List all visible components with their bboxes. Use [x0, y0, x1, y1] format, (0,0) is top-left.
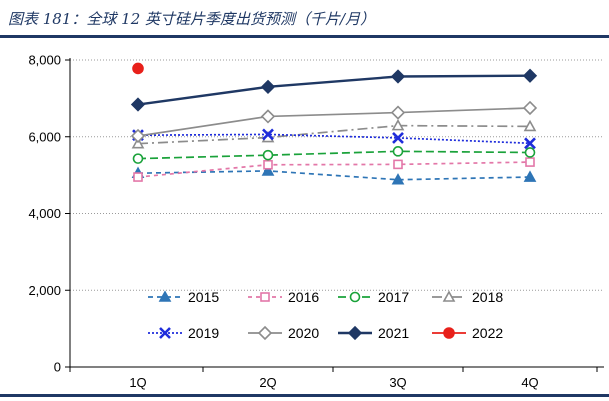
legend-marker	[159, 327, 171, 339]
legend-item-2021: 2021	[338, 325, 409, 341]
data-point-2022	[132, 62, 144, 75]
x-tick-label: 2Q	[259, 375, 276, 390]
series-line-2021	[137, 74, 531, 106]
data-point-2017	[524, 147, 536, 158]
data-point-2016	[263, 159, 273, 170]
legend-marker	[442, 290, 456, 302]
y-tick-label: 2,000	[28, 283, 61, 298]
series-line-2015	[137, 170, 531, 181]
series-2016	[133, 157, 535, 182]
legend-item-2017: 2017	[338, 289, 409, 305]
legend-marker	[158, 290, 172, 302]
data-point-2021	[260, 79, 276, 94]
data-point-2016	[393, 159, 403, 170]
legend-label: 2016	[288, 289, 319, 305]
y-tick-label: 0	[54, 360, 61, 375]
x-stroke	[392, 131, 404, 144]
legend-item-2022: 2022	[432, 325, 503, 341]
bottom-rule	[0, 394, 609, 397]
series-line-2019	[137, 133, 531, 145]
legend-label: 2020	[288, 325, 319, 341]
legend-marker	[349, 291, 361, 303]
legend-marker	[257, 325, 273, 341]
legend-marker	[347, 325, 363, 341]
data-point-2021	[522, 68, 538, 83]
data-point-2015	[261, 164, 275, 176]
data-point-2017	[132, 153, 144, 164]
data-point-2015	[523, 170, 537, 182]
series-2015	[131, 164, 537, 185]
series-line-2016	[137, 161, 531, 178]
x-tick-label: 1Q	[129, 375, 146, 390]
data-point-2017	[392, 146, 404, 157]
data-point-2021	[130, 97, 146, 112]
series-group	[130, 62, 538, 185]
legend-label: 2019	[188, 325, 219, 341]
x-tick-label: 3Q	[389, 375, 406, 390]
legend-label: 2022	[472, 325, 503, 341]
grid-lines	[70, 59, 604, 291]
legend-item-2019: 2019	[148, 325, 219, 341]
legend-item-2015: 2015	[148, 289, 219, 305]
axes: 0 2,000 4,000 6,000 8,000 1Q 2Q 3Q 4Q	[28, 53, 604, 390]
legend-item-2018: 2018	[432, 289, 503, 305]
x-tick-label: 4Q	[521, 375, 538, 390]
series-line-2018	[137, 124, 531, 145]
legend-label: 2021	[378, 325, 409, 341]
legend-marker	[443, 327, 455, 339]
legend-marker	[260, 292, 270, 302]
x-stroke	[159, 327, 171, 339]
series-2021	[130, 68, 538, 112]
data-point-2019	[262, 128, 274, 141]
data-point-2020	[522, 100, 538, 116]
legend-item-2020: 2020	[248, 325, 319, 341]
series-2020	[130, 100, 538, 144]
legend-label: 2015	[188, 289, 219, 305]
series-2018	[131, 118, 537, 149]
data-point-2019	[524, 137, 536, 150]
series-2019	[132, 128, 536, 150]
data-point-2020	[130, 128, 146, 144]
data-point-2016	[525, 157, 535, 167]
data-point-2018	[523, 119, 537, 132]
legend-item-2016: 2016	[248, 289, 319, 305]
y-tick-label: 8,000	[28, 53, 61, 68]
data-point-2015	[391, 173, 405, 185]
legend-label: 2018	[472, 289, 503, 305]
x-stroke	[524, 137, 536, 150]
series-line-2017	[137, 150, 531, 160]
data-point-2019	[392, 131, 404, 144]
series-line-2020	[137, 107, 531, 137]
data-point-2021	[390, 69, 406, 84]
title-rule	[0, 35, 609, 38]
x-stroke	[262, 128, 274, 141]
legend: 2015 2016 2017 2018 2019 2020 2021 2022	[148, 289, 503, 341]
data-point-2018	[131, 137, 145, 149]
y-tick-label: 4,000	[28, 206, 61, 221]
data-point-2020	[390, 105, 406, 120]
data-point-2018	[391, 118, 405, 131]
data-point-2020	[260, 109, 276, 124]
data-point-2017	[262, 149, 274, 161]
series-2017	[132, 146, 536, 164]
y-tick-label: 6,000	[28, 129, 61, 144]
series-2022	[132, 62, 144, 75]
figure-title: 图表 181：全球 12 英寸硅片季度出货预测（千片/月）	[8, 10, 376, 28]
data-point-2016	[133, 172, 143, 182]
legend-label: 2017	[378, 289, 409, 305]
